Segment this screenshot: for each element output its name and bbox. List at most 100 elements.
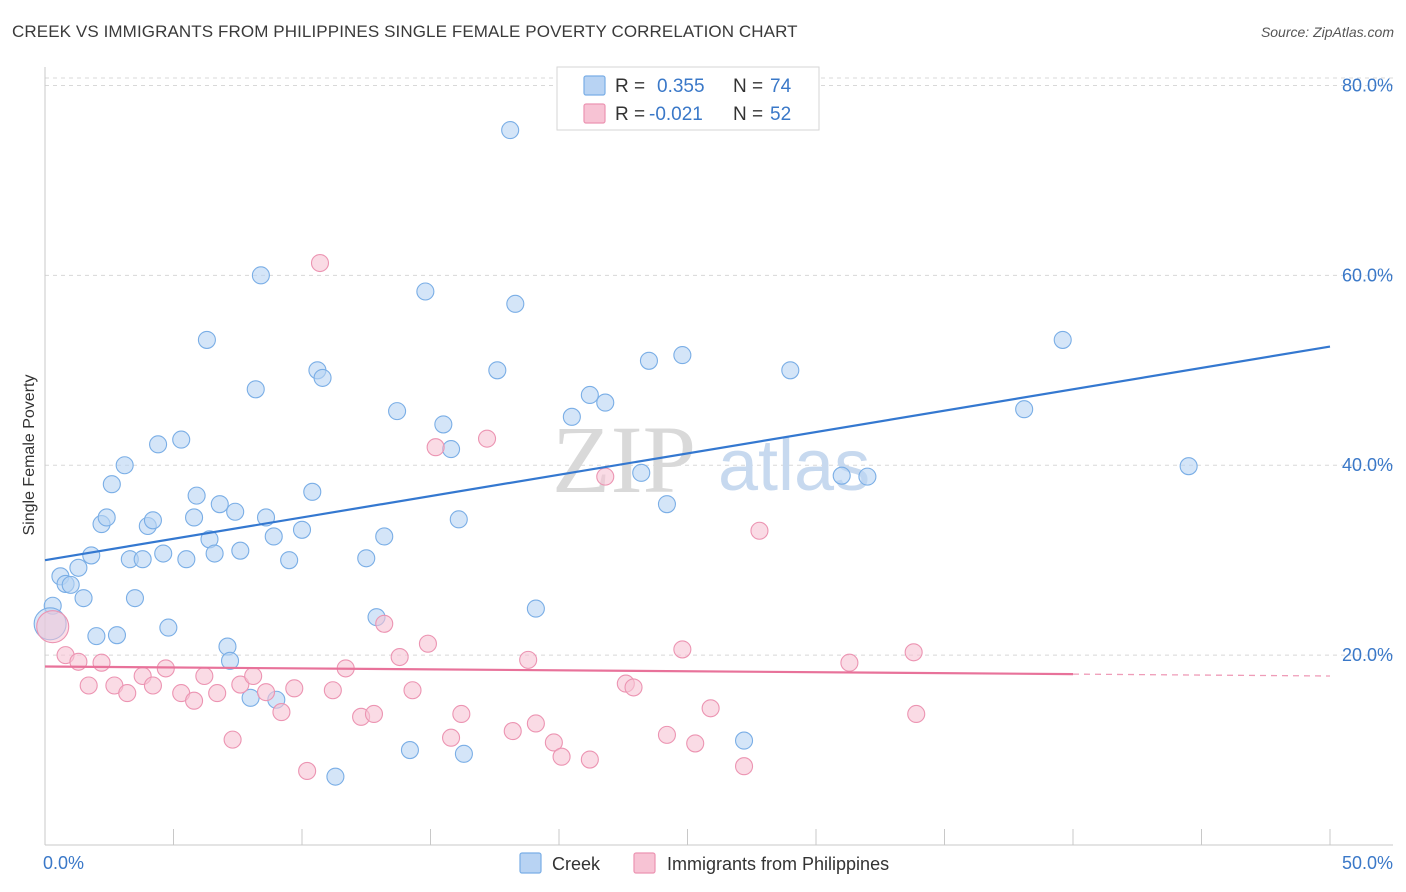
legend-n-label-philippines: N = — [733, 104, 763, 125]
creek-point — [488, 361, 507, 380]
philippines-point — [323, 681, 342, 700]
bottom-legend: Creek Immigrants from Philippines — [519, 852, 889, 874]
philippines-point — [580, 750, 599, 769]
legend-n-value-philippines: 52 — [770, 104, 791, 125]
philippines-point — [143, 676, 162, 695]
creek-point — [74, 589, 93, 608]
creek-point — [580, 385, 599, 405]
bottom-legend-swatch-creek — [519, 852, 542, 874]
creek-point — [303, 482, 322, 501]
trend-lines — [44, 345, 1331, 677]
creek-point — [197, 330, 216, 349]
y-tick-label: 20.0% — [1342, 645, 1393, 665]
philippines-point — [364, 704, 384, 724]
philippines-point — [503, 722, 522, 741]
philippines-point — [750, 521, 769, 540]
bottom-legend-label-creek: Creek — [552, 854, 601, 874]
source-label: Source: ZipAtlas.com — [1260, 24, 1394, 40]
bottom-legend-swatch-philippines — [633, 852, 656, 874]
creek-point — [454, 744, 473, 763]
creek-point — [133, 550, 152, 569]
creek-point — [639, 351, 659, 370]
philippines-point — [195, 666, 214, 686]
creek-point — [159, 618, 178, 637]
legend-swatch-creek — [583, 75, 606, 96]
creek-point — [205, 544, 224, 563]
watermark-atlas: atlas — [718, 426, 870, 506]
creek-point — [501, 121, 520, 140]
philippines-point — [118, 684, 137, 703]
y-tick-label: 80.0% — [1342, 75, 1393, 95]
creek-point — [87, 627, 106, 646]
creek-point — [143, 511, 162, 530]
philippines-point — [519, 650, 538, 669]
creek-point — [357, 549, 376, 568]
creek-point — [172, 430, 191, 449]
creek-point — [596, 393, 615, 412]
philippines-point — [256, 683, 276, 702]
creek-point — [292, 520, 312, 539]
creek-point — [673, 346, 692, 365]
creek-point — [832, 466, 851, 485]
creek-point — [220, 651, 240, 670]
creek-point — [97, 508, 116, 527]
philippines-point — [390, 647, 409, 667]
y-tick-label: 40.0% — [1342, 455, 1393, 475]
philippines-point — [686, 734, 705, 753]
creek-point — [442, 440, 461, 459]
legend: R = 0.355 N = 74 R = -0.021 N = 52 — [556, 66, 820, 131]
philippines-trend-extension — [1072, 673, 1331, 677]
philippines-point — [403, 681, 422, 700]
philippines-point — [208, 684, 227, 703]
philippines-point — [418, 634, 437, 653]
philippines-point — [907, 704, 926, 724]
creek-point — [231, 541, 250, 560]
legend-r-value-philippines: -0.021 — [649, 104, 703, 125]
creek-trend-line — [44, 345, 1331, 562]
creek-point — [1179, 457, 1198, 476]
philippines-point — [734, 757, 754, 776]
creek-point — [313, 368, 332, 387]
axes — [44, 67, 1393, 846]
philippines-point — [36, 610, 70, 644]
bottom-legend-label-philippines: Immigrants from Philippines — [667, 854, 889, 874]
philippines-point — [452, 704, 471, 724]
philippines-point — [375, 614, 394, 633]
creek-point — [526, 599, 545, 618]
creek-point — [734, 731, 754, 750]
philippines-point — [552, 747, 571, 766]
creek-point — [102, 475, 121, 494]
philippines-point — [442, 728, 461, 747]
philippines-trend-line — [44, 665, 1074, 676]
creek-point — [210, 495, 229, 514]
x-tick-label: 50.0% — [1342, 853, 1393, 873]
legend-n-label-creek: N = — [733, 76, 763, 97]
creek-point — [326, 767, 345, 786]
legend-n-value-creek: 74 — [770, 76, 792, 97]
philippines-point — [185, 691, 204, 710]
creek-point — [280, 551, 299, 570]
creek-point — [264, 527, 283, 546]
creek-point — [154, 544, 173, 563]
creek-point — [107, 626, 127, 645]
creek-point — [185, 508, 204, 527]
creek-point — [400, 741, 419, 760]
creek-point — [632, 463, 651, 482]
legend-r-label-philippines: R = — [615, 104, 645, 125]
philippines-point — [596, 467, 615, 486]
creek-point — [781, 361, 800, 380]
philippines-point — [272, 703, 291, 722]
creek-point — [177, 550, 196, 569]
creek-point — [858, 467, 877, 486]
creek-point — [149, 435, 168, 454]
y-tick-label: 60.0% — [1342, 265, 1393, 285]
philippines-point — [79, 676, 98, 695]
philippines-point — [526, 714, 545, 733]
philippines-point — [231, 675, 250, 694]
philippines-point — [92, 653, 111, 672]
creek-point — [251, 266, 270, 285]
tick-labels: 20.0% 40.0% 60.0% 80.0% 0.0% 50.0% — [43, 75, 1393, 873]
philippines-point — [244, 666, 263, 686]
chart-title: CREEK VS IMMIGRANTS FROM PHILIPPINES SIN… — [12, 22, 798, 41]
legend-r-label-creek: R = — [615, 76, 645, 97]
